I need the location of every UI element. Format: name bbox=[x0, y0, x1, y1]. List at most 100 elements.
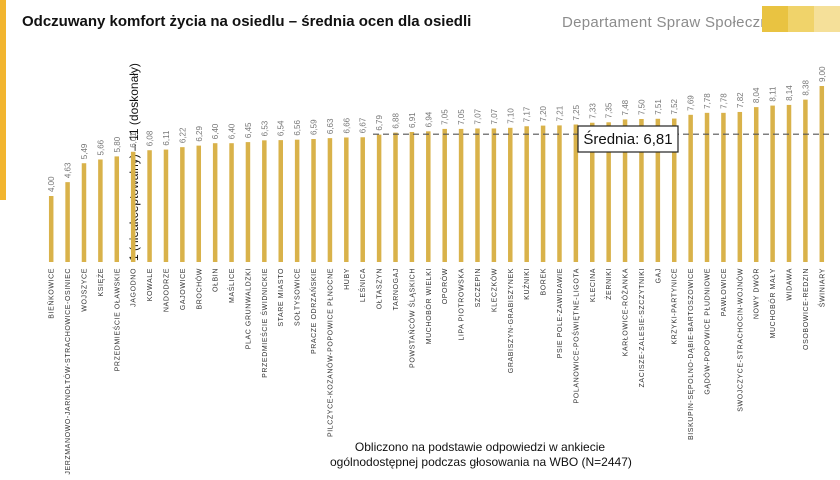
category-label: PRACZE ODRZAŃSKIE bbox=[309, 268, 318, 354]
bar-value-label: 6,29 bbox=[195, 125, 204, 141]
bar bbox=[442, 128, 447, 262]
bar-value-label: 7,07 bbox=[490, 108, 499, 124]
bar bbox=[48, 196, 54, 262]
category-label: LEŚNICA bbox=[358, 268, 367, 302]
bar-value-label: 6,79 bbox=[375, 114, 384, 130]
bar bbox=[639, 119, 644, 262]
department-logo bbox=[762, 6, 840, 32]
category-label: PAWŁOWICE bbox=[721, 268, 728, 316]
bar-value-label: 6,63 bbox=[326, 118, 335, 134]
bar bbox=[737, 111, 743, 263]
bar bbox=[803, 99, 808, 262]
category-label: OPORÓW bbox=[440, 268, 449, 304]
bar-value-label: 6,88 bbox=[392, 113, 401, 129]
logo-block bbox=[788, 6, 814, 32]
bar bbox=[130, 151, 136, 262]
bar-value-label: 7,10 bbox=[506, 108, 515, 124]
bar bbox=[81, 163, 87, 262]
bar bbox=[393, 132, 398, 262]
bar-value-label: 6,67 bbox=[359, 117, 368, 133]
category-label: BROCHÓW bbox=[194, 268, 203, 310]
bar-value-label: 7,52 bbox=[670, 98, 679, 114]
bar bbox=[770, 105, 775, 262]
bar bbox=[721, 112, 726, 262]
category-label: HUBY bbox=[344, 268, 351, 290]
category-label: KARŁOWICE-RÓŻANKA bbox=[621, 268, 630, 356]
bar bbox=[622, 119, 628, 262]
bar-value-label: 4,00 bbox=[47, 176, 56, 192]
bar bbox=[262, 140, 267, 262]
bar-value-label: 7,17 bbox=[523, 106, 532, 122]
category-label: STARE MIASTO bbox=[278, 268, 285, 327]
bar bbox=[294, 139, 300, 262]
bar-value-label: 8,38 bbox=[801, 80, 810, 96]
bar bbox=[245, 142, 251, 262]
bar-value-label: 7,51 bbox=[654, 99, 663, 115]
bar bbox=[458, 128, 464, 262]
bar bbox=[819, 86, 825, 262]
bar bbox=[475, 128, 480, 262]
bar bbox=[409, 131, 415, 262]
category-label: WOJSZYCE bbox=[81, 268, 88, 312]
category-label: PRZEDMIEŚCIE OŁAWSKIE bbox=[112, 268, 121, 371]
bar-value-label: 6,53 bbox=[260, 120, 269, 136]
category-label: KLECINA bbox=[590, 268, 597, 302]
category-label: KSIĘŻE bbox=[96, 268, 105, 297]
footnote-line-2: ogólnodostępnej podczas głosowania na WB… bbox=[330, 455, 632, 469]
bar bbox=[704, 112, 710, 262]
category-label: ZACISZE-ZALESIE-SZCZYTNIKI bbox=[639, 268, 646, 387]
bar-value-label: 7,35 bbox=[605, 102, 614, 118]
bar-value-label: 7,05 bbox=[441, 109, 450, 125]
bar bbox=[491, 128, 497, 262]
bar-value-label: 5,66 bbox=[96, 139, 105, 155]
bar bbox=[212, 143, 218, 262]
category-label: MUCHOBÓR MAŁY bbox=[768, 268, 777, 338]
category-label: POWSTAŃCÓW ŚLĄSKICH bbox=[407, 268, 416, 368]
bar-value-label: 6,94 bbox=[424, 111, 433, 127]
bar bbox=[196, 145, 202, 262]
bar bbox=[327, 138, 333, 262]
bar bbox=[557, 125, 562, 262]
bar-value-label: 6,22 bbox=[178, 127, 187, 143]
bar-value-label: 7,78 bbox=[703, 93, 712, 109]
bar bbox=[655, 118, 661, 262]
bar-value-label: 7,05 bbox=[457, 109, 466, 125]
bar-value-label: 7,20 bbox=[539, 105, 548, 121]
bar-value-label: 4,63 bbox=[64, 162, 73, 178]
bar-value-label: 5,80 bbox=[113, 136, 122, 152]
category-label: MAŚLICE bbox=[227, 268, 236, 303]
bar-value-label: 9,00 bbox=[818, 66, 827, 82]
category-label: PSIE POLE-ZAWIDAWIE bbox=[557, 268, 564, 358]
bar-value-label: 6,91 bbox=[408, 112, 417, 128]
category-label: GAJ bbox=[655, 268, 662, 283]
bars-layer bbox=[48, 86, 825, 263]
bar-value-label: 6,56 bbox=[293, 120, 302, 136]
category-label: POLANOWICE-POŚWIĘTNE-LIGOTA bbox=[571, 268, 580, 403]
bar-value-label: 6,54 bbox=[277, 120, 286, 136]
bar bbox=[573, 124, 579, 262]
bar bbox=[180, 147, 185, 262]
bar bbox=[671, 118, 677, 262]
category-label: MUCHOBÓR WIELKI bbox=[424, 268, 433, 344]
value-labels-layer: 4,00 4,63 5,49 5,66 5,80 6,01 6,08 6,11 6,22 6,29… bbox=[47, 66, 827, 192]
category-label: KRZYKI-PARTYNICE bbox=[672, 268, 679, 345]
category-label: ŚWINIARY bbox=[817, 268, 826, 307]
footnote-line-1: Obliczono na podstawie odpowiedzi w anki… bbox=[354, 440, 606, 454]
bar-value-label: 6,08 bbox=[146, 130, 155, 146]
bar-value-label: 7,82 bbox=[736, 92, 745, 108]
bar bbox=[229, 143, 234, 262]
category-label: BIEŃKOWICE bbox=[47, 268, 56, 319]
logo-block bbox=[762, 6, 788, 32]
mean-label: Średnia: 6,81 bbox=[583, 130, 672, 148]
bar bbox=[65, 182, 70, 262]
bar bbox=[606, 122, 611, 262]
category-label: JERZMANOWO-JARNOŁTÓW-STRACHOWICE-OSINIEC bbox=[63, 268, 72, 475]
bar bbox=[163, 149, 169, 262]
category-label: TARNOGAJ bbox=[393, 268, 400, 310]
bar-value-label: 5,49 bbox=[80, 143, 89, 159]
category-label: SWOJCZYCE-STRACHOCIN-WOJNÓW bbox=[735, 268, 744, 412]
bar-value-label: 7,78 bbox=[719, 93, 728, 109]
bar-value-label: 8,04 bbox=[752, 87, 761, 103]
bar-value-label: 7,48 bbox=[621, 99, 630, 115]
